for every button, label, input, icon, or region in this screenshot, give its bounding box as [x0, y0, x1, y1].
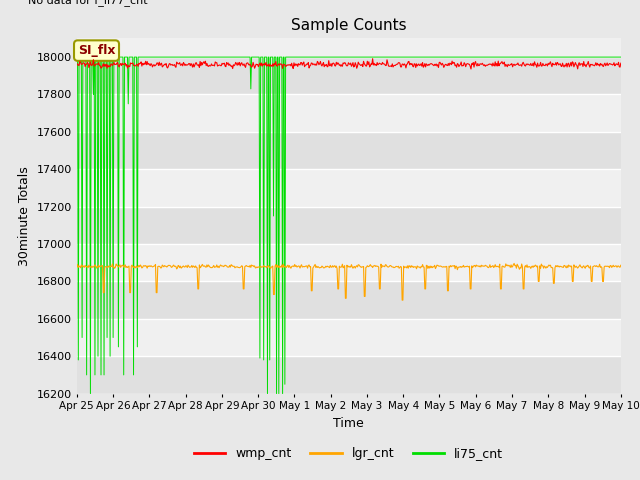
Bar [77, 132, 621, 169]
Bar [77, 57, 621, 95]
Bar [77, 281, 621, 319]
Text: SI_flx: SI_flx [78, 44, 115, 57]
X-axis label: Time: Time [333, 417, 364, 430]
Y-axis label: 30minute Totals: 30minute Totals [18, 166, 31, 266]
Legend: wmp_cnt, lgr_cnt, li75_cnt: wmp_cnt, lgr_cnt, li75_cnt [189, 443, 508, 466]
Bar [77, 38, 621, 57]
Title: Sample Counts: Sample Counts [291, 18, 406, 33]
Bar [77, 244, 621, 281]
Bar [77, 207, 621, 244]
Bar [77, 356, 621, 394]
Text: No data for f_li77_cnt: No data for f_li77_cnt [28, 0, 147, 6]
Bar [77, 169, 621, 207]
Bar [77, 319, 621, 356]
Bar [77, 95, 621, 132]
